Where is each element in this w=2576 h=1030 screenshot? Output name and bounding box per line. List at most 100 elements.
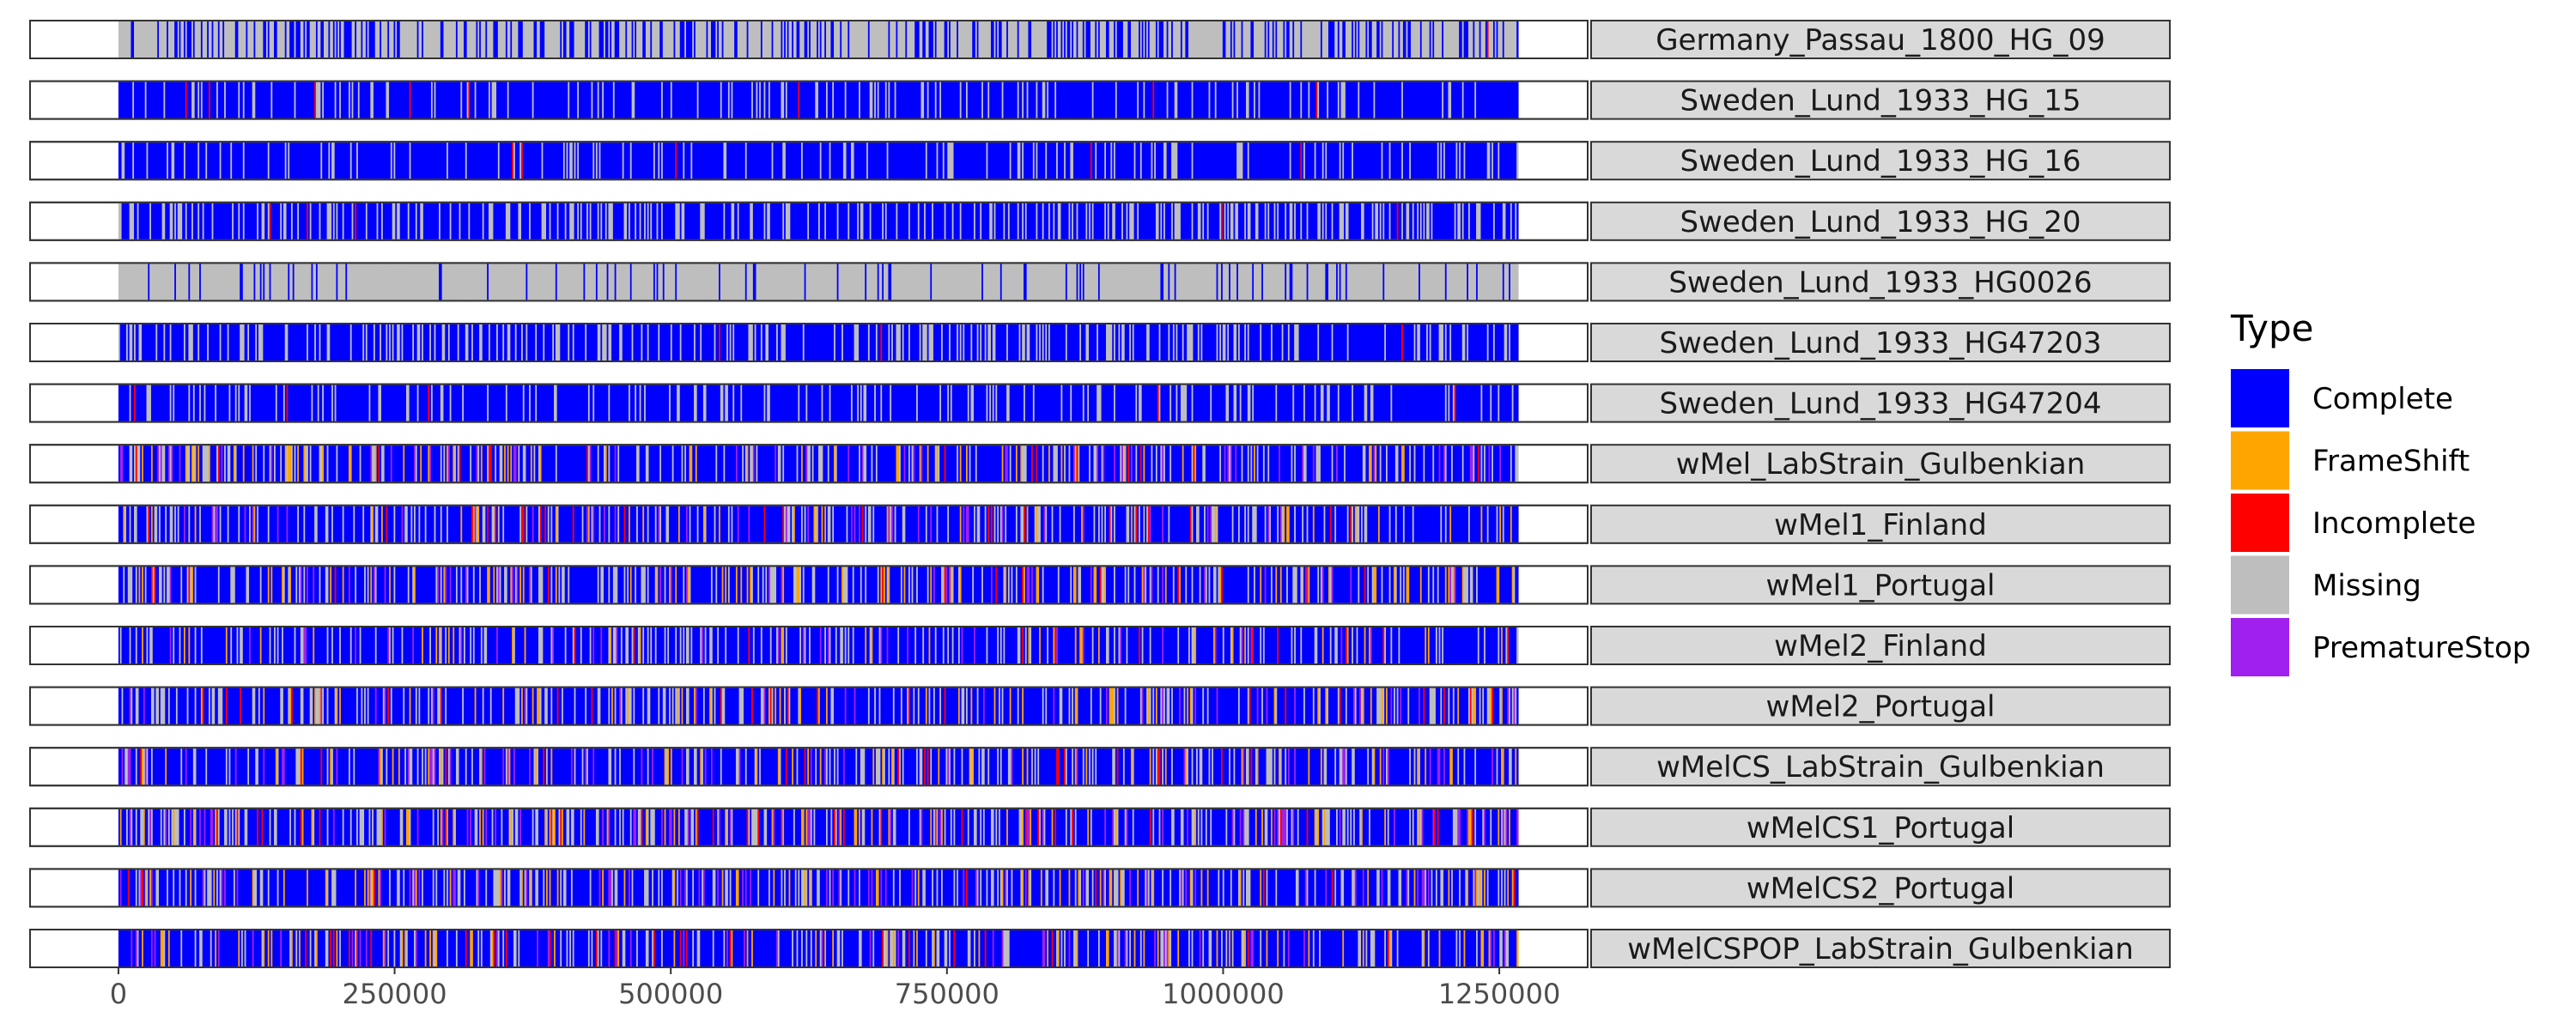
- gene-tile: [880, 21, 883, 58]
- sample-label: Germany_Passau_1800_HG_09: [1656, 23, 2105, 58]
- gene-tile: [482, 82, 485, 118]
- gene-tile: [255, 82, 258, 118]
- gene-tile: [1269, 82, 1272, 118]
- gene-tile: [1425, 203, 1427, 239]
- gene-tile: [513, 264, 516, 300]
- gene-tile: [872, 203, 875, 239]
- gene-tile: [796, 142, 799, 179]
- gene-tile: [1382, 203, 1385, 239]
- gene-tile: [978, 21, 981, 58]
- gene-tile: [537, 203, 539, 239]
- gene-tile: [610, 203, 612, 239]
- gene-tile: [305, 21, 307, 58]
- gene-tile: [1236, 21, 1239, 58]
- gene-tile: [605, 324, 608, 360]
- gene-tile: [844, 203, 848, 239]
- gene-tile: [1145, 21, 1147, 58]
- gene-tile: [1042, 142, 1045, 179]
- gene-tile: [744, 264, 748, 300]
- gene-tile: [434, 324, 436, 360]
- gene-tile: [1145, 203, 1147, 239]
- gene-tile: [1183, 264, 1186, 300]
- gene-tile: [562, 264, 564, 300]
- gene-tile: [1121, 203, 1124, 239]
- gene-tile: [1275, 203, 1278, 239]
- gene-tile: [493, 21, 495, 58]
- gene-tile: [132, 21, 135, 58]
- gene-tile: [157, 203, 160, 239]
- gene-tile: [1304, 82, 1308, 118]
- gene-tile: [566, 21, 568, 58]
- gene-tile: [947, 264, 950, 300]
- gene-tile: [403, 21, 405, 58]
- gene-tile: [612, 82, 616, 118]
- gene-tile: [269, 142, 272, 179]
- gene-tile: [1334, 142, 1337, 179]
- gene-tile: [903, 142, 906, 179]
- gene-tile: [938, 142, 940, 179]
- gene-tile: [1492, 82, 1494, 118]
- gene-tile: [769, 21, 773, 58]
- gene-tile: [712, 21, 715, 58]
- gene-tile: [1281, 203, 1285, 239]
- gene-tile: [1471, 21, 1474, 58]
- gene-tile: [197, 21, 200, 58]
- gene-tile: [583, 82, 586, 118]
- gene-tile: [462, 142, 465, 179]
- gene-tile: [470, 82, 472, 118]
- gene-tile: [1081, 82, 1084, 118]
- gene-tile: [1214, 82, 1218, 118]
- gene-tile: [535, 203, 538, 239]
- gene-tile: [1337, 21, 1340, 58]
- gene-tile: [671, 264, 675, 300]
- gene-tile: [1205, 142, 1208, 179]
- gene-tile: [552, 21, 555, 58]
- gene-tile: [127, 324, 131, 360]
- gene-tile: [832, 21, 835, 58]
- gene-tile: [1484, 21, 1486, 58]
- gene-tile: [888, 142, 890, 179]
- gene-tile: [1064, 203, 1066, 239]
- gene-tile: [535, 82, 538, 118]
- gene-tile: [1051, 264, 1054, 300]
- gene-tile: [1501, 203, 1504, 239]
- gene-tile: [794, 142, 798, 179]
- gene-tile: [502, 142, 505, 179]
- gene-tile: [738, 324, 741, 360]
- gene-tile: [372, 21, 374, 58]
- gene-tile: [215, 21, 217, 58]
- gene-tile: [392, 82, 395, 118]
- gene-tile: [1171, 21, 1174, 58]
- gene-tile: [152, 324, 155, 360]
- gene-tile: [1283, 203, 1285, 239]
- gene-tile: [810, 142, 813, 179]
- gene-tile: [1473, 203, 1475, 239]
- gene-tile: [1432, 21, 1435, 58]
- gene-tile: [1406, 142, 1408, 179]
- gene-tile: [662, 324, 665, 360]
- gene-tile: [920, 82, 923, 118]
- gene-tile: [583, 264, 586, 300]
- gene-tile: [286, 203, 289, 239]
- gene-tile: [307, 142, 309, 179]
- gene-tile: [426, 203, 428, 239]
- gene-tile: [1047, 264, 1049, 300]
- gene-tile: [370, 82, 373, 118]
- gene-tile: [173, 82, 175, 118]
- gene-tile: [810, 203, 813, 239]
- gene-tile: [224, 203, 227, 239]
- gene-tile: [1185, 264, 1188, 300]
- gene-tile: [460, 264, 463, 300]
- gene-tile: [706, 142, 708, 179]
- gene-tile: [197, 142, 200, 179]
- gene-tile: [595, 21, 598, 58]
- gene-tile: [581, 82, 585, 118]
- gene-tile: [495, 142, 497, 179]
- gene-tile: [524, 21, 527, 58]
- gene-tile: [1222, 21, 1225, 58]
- gene-tile: [619, 82, 622, 118]
- gene-tile: [1429, 21, 1432, 58]
- gene-tile: [240, 82, 242, 118]
- gene-tile: [516, 21, 519, 58]
- gene-tile: [154, 142, 156, 179]
